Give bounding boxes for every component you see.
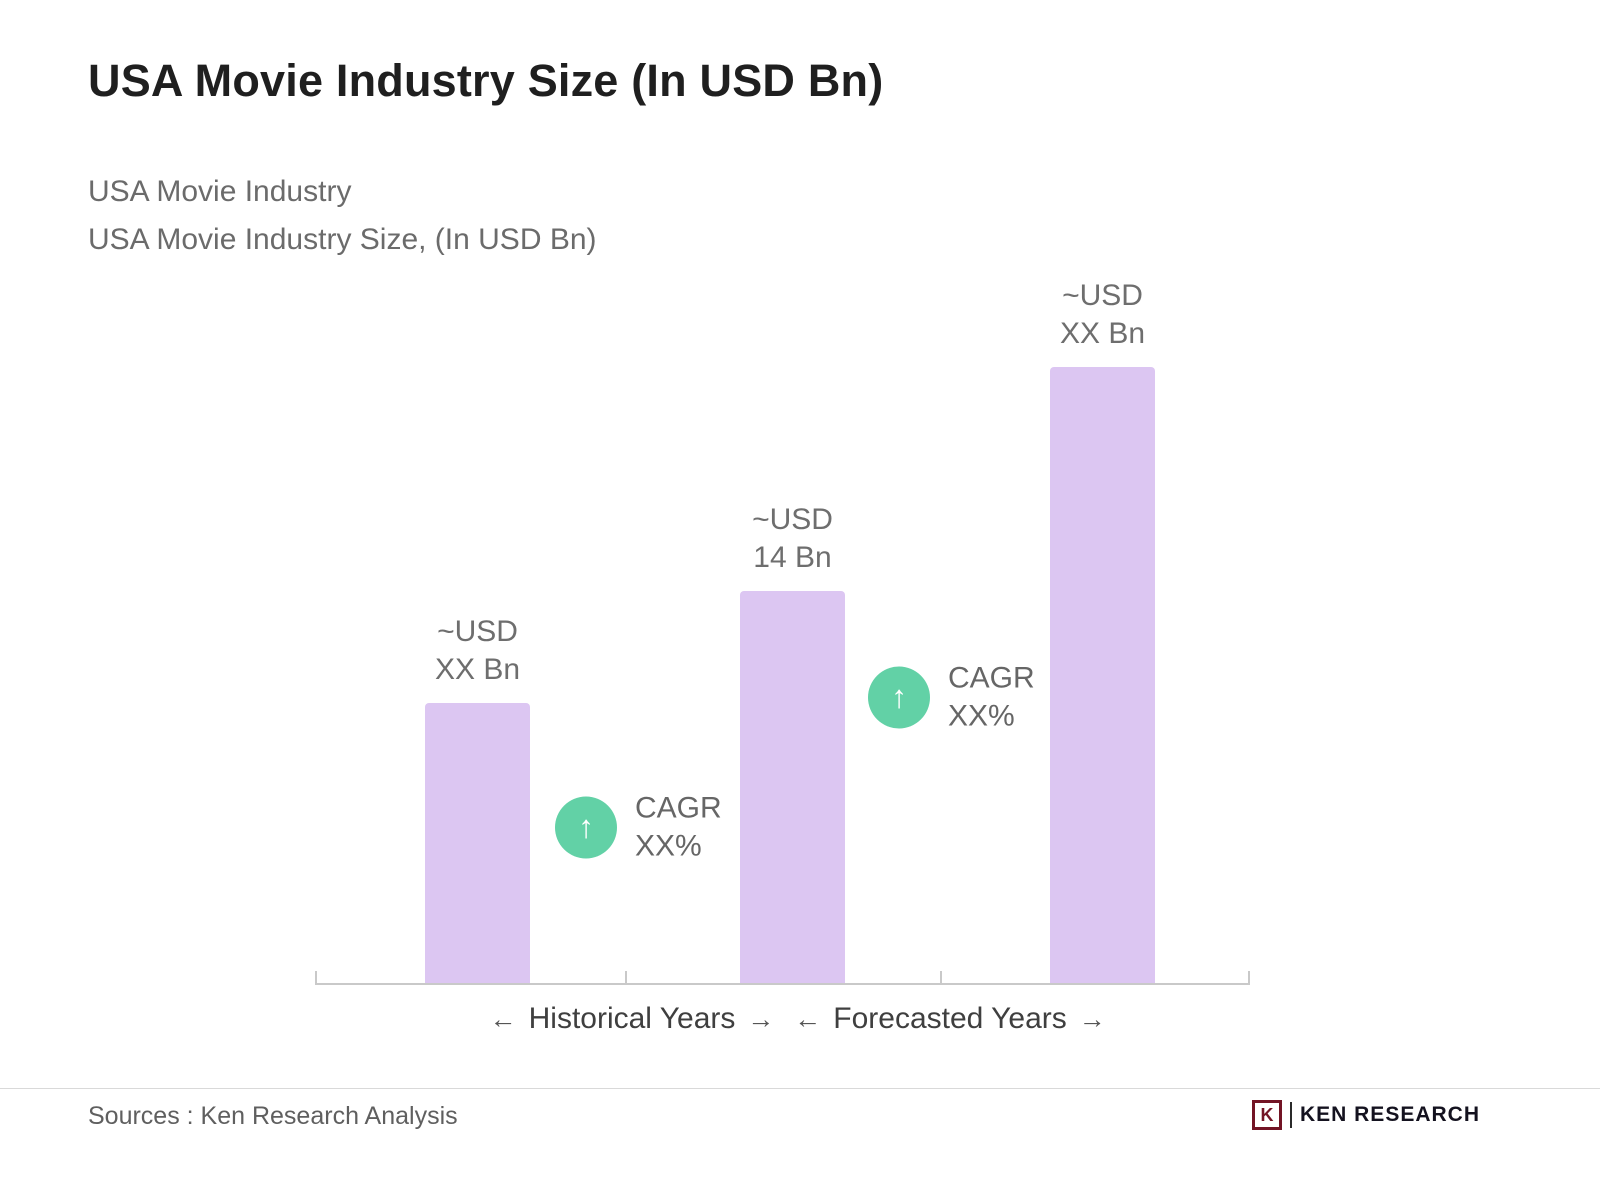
right-arrow-icon: → [1078,1003,1106,1034]
left-arrow-icon: ← [489,1003,517,1034]
bar-label-line2: XX Bn [1059,317,1146,351]
bar-value-label: ~USD XX Bn [1060,277,1145,353]
sources-text: Sources : Ken Research Analysis [88,1102,458,1130]
x-axis-segment-labels: ← Historical Years → ← Forecasted Years … [0,1002,1600,1052]
bar-value-label: ~USD XX Bn [435,613,520,689]
logo-mark-icon: K [1251,1100,1282,1130]
bar-forecast [1050,367,1155,983]
axis-segment-forecasted: ← Forecasted Years → [794,1002,1105,1036]
page-title: USA Movie Industry Size (In USD Bn) [88,55,884,106]
ken-research-logo: K KEN RESEARCH [1251,1100,1480,1130]
cagr-label-line1: CAGR [635,791,722,825]
cagr-annotation-forecast: ↑ CAGR XX% [868,660,1035,735]
axis-tick [1248,971,1250,985]
bar-label-line1: ~USD [752,503,833,537]
axis-segment-label: Forecasted Years [833,1002,1067,1035]
chart-subtitle: USA Movie Industry USA Movie Industry Si… [88,168,597,264]
bar-label-line2: 14 Bn [753,541,832,575]
subtitle-line-2: USA Movie Industry Size, (In USD Bn) [88,223,597,256]
bar-label-line1: ~USD [437,615,518,649]
left-arrow-icon: ← [794,1003,822,1034]
cagr-label: CAGR XX% [635,790,722,865]
bar-group-historical: ~USD XX Bn [425,613,530,983]
up-arrow-icon: ↑ [555,796,617,858]
bar-group-current: ~USD 14 Bn [740,501,845,983]
axis-tick [625,971,627,985]
up-arrow-icon: ↑ [868,666,930,728]
bar-current [740,591,845,983]
footer-divider [0,1088,1600,1089]
cagr-label-line1: CAGR [948,661,1035,695]
subtitle-line-1: USA Movie Industry [88,175,352,208]
bar-historical [425,703,530,983]
bar-label-line2: XX Bn [434,653,521,687]
logo-separator [1289,1102,1292,1128]
bar-value-label: ~USD 14 Bn [752,501,833,577]
axis-segment-label: Historical Years [528,1002,736,1035]
right-arrow-icon: → [747,1003,775,1034]
cagr-annotation-historical: ↑ CAGR XX% [555,790,722,865]
logo-text: KEN RESEARCH [1299,1103,1480,1126]
bar-label-line1: ~USD [1062,279,1143,313]
cagr-label-line2: XX% [948,699,1015,732]
bar-group-forecast: ~USD XX Bn [1050,277,1155,983]
cagr-label: CAGR XX% [948,660,1035,735]
axis-tick [940,971,942,985]
x-axis-line [315,983,1250,985]
axis-segment-historical: ← Historical Years → [490,1002,775,1036]
bar-chart: ~USD XX Bn ~USD 14 Bn ~USD XX Bn ↑ [315,277,1250,985]
cagr-label-line2: XX% [635,829,702,862]
axis-tick [315,971,317,985]
